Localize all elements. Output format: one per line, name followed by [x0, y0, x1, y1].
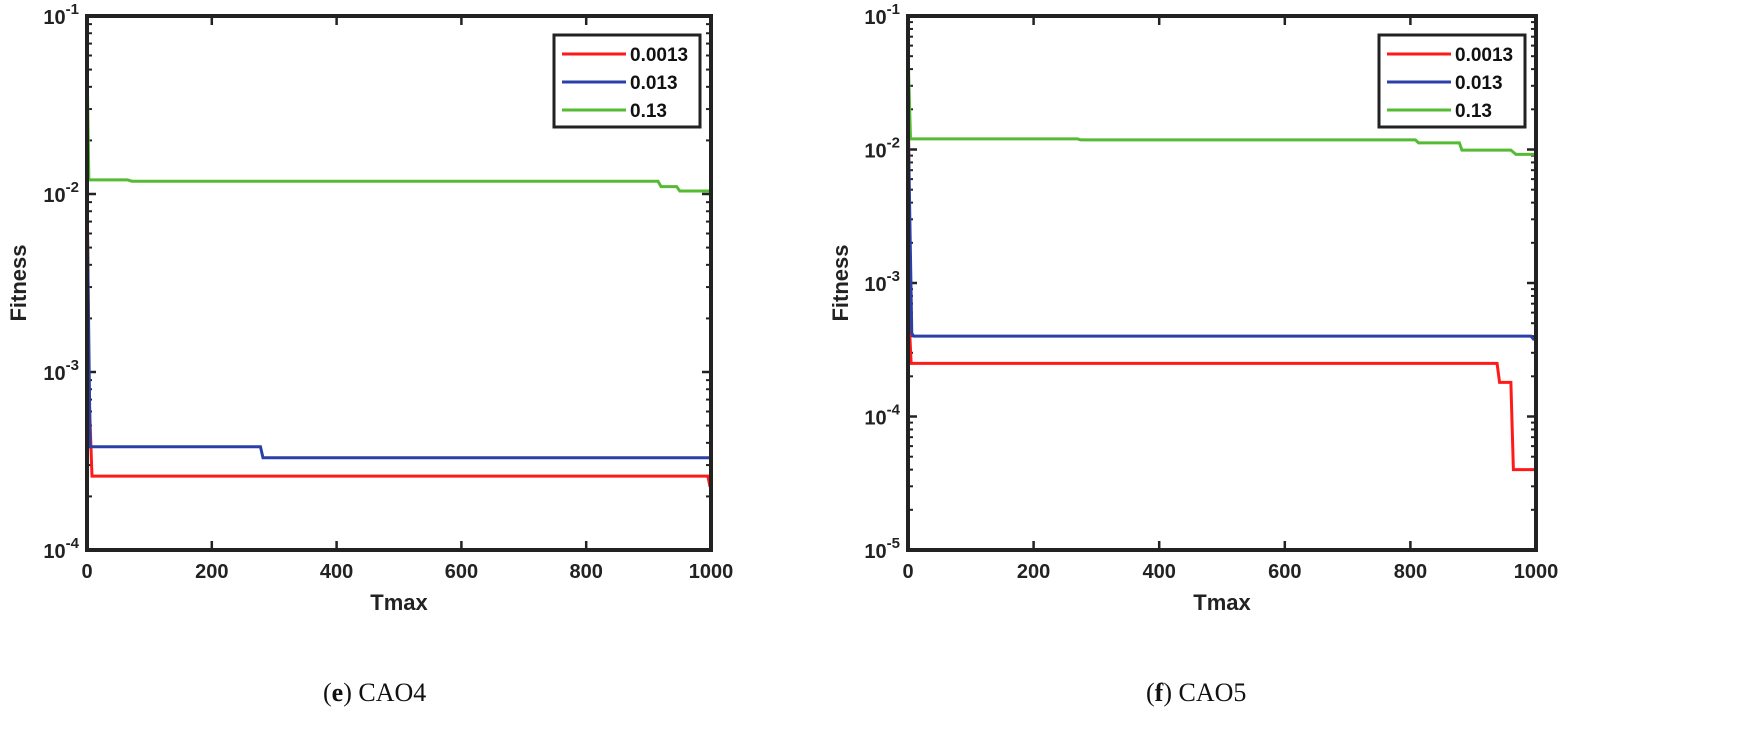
- x-tick-label: 600: [1268, 561, 1301, 583]
- y-tick-label: 10-2: [864, 135, 900, 163]
- legend: 0.0013 0.013 0.13: [552, 33, 702, 129]
- plot-frame: [85, 14, 713, 552]
- x-tick-label: 0: [902, 561, 913, 583]
- y-tick-label: 10-2: [43, 179, 79, 207]
- x-tick-label: 400: [320, 561, 353, 583]
- legend-label: 0.013: [630, 73, 678, 94]
- series-line-0.013: [85, 193, 711, 460]
- plot-frame: [906, 14, 1538, 552]
- x-tick-label: 200: [195, 561, 228, 583]
- x-tick-label: 600: [445, 561, 478, 583]
- x-tick-label: 800: [570, 561, 603, 583]
- x-tick-label: 1000: [1514, 561, 1559, 583]
- y-tick-label: 10-4: [864, 402, 900, 430]
- x-axis-label: Tmax: [1193, 590, 1251, 615]
- y-tick-label: 10-3: [43, 357, 79, 385]
- y-axis-label: Fitness: [6, 244, 31, 321]
- legend-label: 0.13: [1455, 101, 1492, 122]
- series-line-0.13: [85, 62, 711, 193]
- x-tick-label: 0: [81, 561, 92, 583]
- legend-label: 0.0013: [630, 45, 688, 66]
- series-line-0.0013: [906, 47, 1536, 472]
- x-tick-label: 200: [1017, 561, 1050, 583]
- x-tick-label: 1000: [689, 561, 734, 583]
- series-line-0.013: [906, 109, 1536, 341]
- legend: 0.0013 0.013 0.13: [1377, 33, 1527, 129]
- legend-label: 0.0013: [1455, 45, 1513, 66]
- y-tick-label: 10-5: [864, 535, 900, 563]
- y-tick-label: 10-4: [43, 535, 79, 563]
- y-tick-label: 10-1: [43, 1, 79, 29]
- series-line-0.0013: [85, 162, 712, 488]
- x-tick-label: 400: [1143, 561, 1176, 583]
- legend-label: 0.13: [630, 101, 667, 122]
- x-axis-label: Tmax: [370, 590, 428, 615]
- chart-e: 10-4 10-3 10-2 10-1 0 200 400 600 800 1000 Tmax Fit…: [6, 1, 733, 615]
- series-line-0.13: [906, 50, 1536, 156]
- caption-f: (f) CAO5: [1146, 678, 1247, 707]
- y-tick-label: 10-3: [864, 268, 900, 296]
- y-axis-label: Fitness: [828, 244, 853, 321]
- x-tick-label: 800: [1394, 561, 1427, 583]
- caption-e: (e) CAO4: [323, 678, 427, 707]
- y-tick-label: 10-1: [864, 1, 900, 29]
- legend-label: 0.013: [1455, 73, 1503, 94]
- chart-f: 10-5 10-4 10-3 10-2 10-1 0 200 400 600 800 1000 Tma…: [828, 1, 1558, 615]
